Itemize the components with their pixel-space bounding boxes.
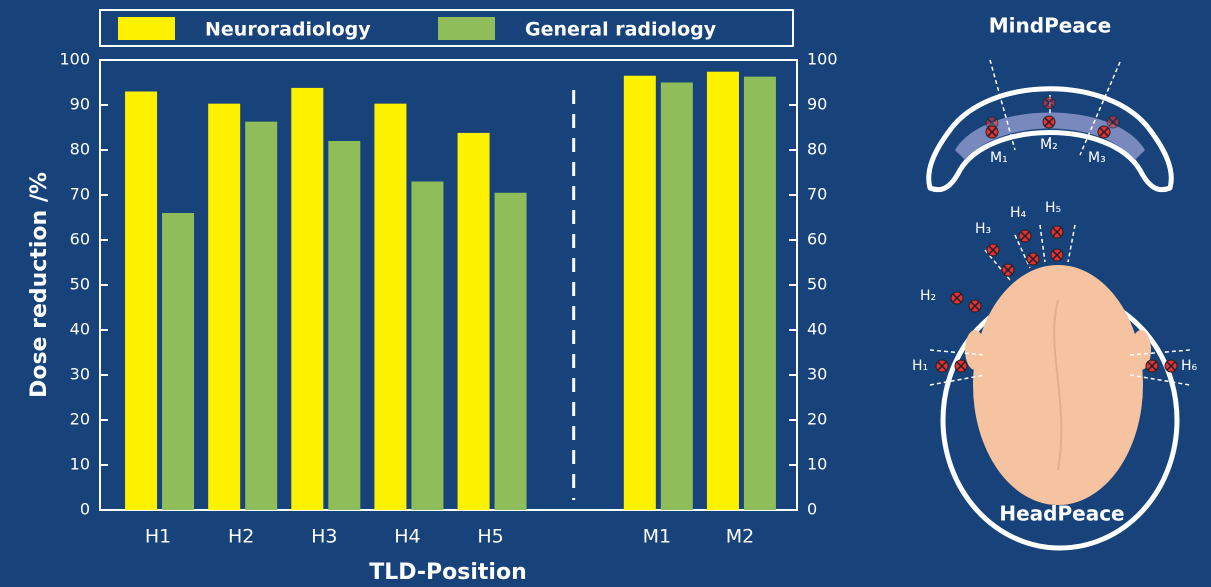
position-label: H₄ [1010,205,1027,221]
tld-marker [951,292,963,304]
bar [458,133,490,510]
y2-tick-label: 0 [807,500,817,519]
tld-marker [1043,116,1055,128]
tld-marker [1146,360,1158,372]
diagram-title: MindPeace [989,14,1111,38]
tld-marker [987,244,999,256]
mindpeace-diagram: MindPeace M₁ M₂ M₃ [929,14,1172,190]
tld-marker [1019,230,1031,242]
tld-marker [936,360,948,372]
y-tick-label: 60 [70,230,90,249]
bar [707,72,739,510]
tld-marker [1051,226,1063,238]
legend-swatch [118,17,175,40]
headpeace-diagram: H₁ H₂ H₃ H₄ H₅ H₆ HeadPeace [912,200,1198,548]
y-tick-label: 100 [59,50,90,69]
y-tick-label: 40 [70,320,90,339]
tld-marker [1027,253,1039,265]
legend-swatch [438,17,495,40]
y2-tick-label: 80 [807,140,827,159]
bar [245,122,277,510]
bar [374,104,406,510]
position-label: H₂ [920,288,936,304]
tld-marker [1098,126,1110,138]
y2-tick-label: 50 [807,275,827,294]
page: {"chart_data": {"type": "bar", "categori… [0,0,1211,587]
y-tick-label: 70 [70,185,90,204]
x-tick-label: M2 [726,526,754,548]
bar [495,193,527,510]
tld-marker [986,126,998,138]
x-tick-label: H3 [311,526,337,548]
tld-marker [955,360,967,372]
legend-label: General radiology [525,19,717,41]
bar [328,141,360,510]
tld-marker [1051,249,1063,261]
y-axis-label: Dose reduction /% [27,172,52,398]
y2-tick-label: 30 [807,365,827,384]
y2-tick-label: 10 [807,455,827,474]
y-tick-label: 30 [70,365,90,384]
y2-tick-label: 20 [807,410,827,429]
y2-tick-label: 70 [807,185,827,204]
y2-tick-label: 60 [807,230,827,249]
tld-marker [1165,360,1177,372]
x-axis-label: TLD-Position [369,560,527,585]
figure: Dose reduction /% TLD-Position MindPeace… [0,0,1211,587]
bar [291,88,323,510]
bar [744,77,776,510]
bar [411,182,443,511]
y-tick-label: 80 [70,140,90,159]
bar [125,92,157,511]
x-tick-label: H2 [228,526,254,548]
bar [624,76,656,510]
x-tick-label: H4 [394,526,420,548]
y-tick-label: 90 [70,95,90,114]
tld-marker [1107,116,1119,128]
y-tick-label: 20 [70,410,90,429]
y2-tick-label: 90 [807,95,827,114]
bar [661,83,693,511]
legend-label: Neuroradiology [205,19,371,41]
position-label: H₆ [1181,358,1198,374]
tld-marker [1043,97,1055,109]
position-label: M₂ [1040,137,1058,153]
position-label: H₅ [1045,200,1061,216]
tld-marker [969,300,981,312]
diagram-title: HeadPeace [999,502,1124,526]
position-label: H₃ [975,221,991,237]
y-tick-label: 50 [70,275,90,294]
y2-tick-label: 100 [807,50,838,69]
position-label: M₁ [990,150,1008,166]
x-tick-label: H5 [477,526,503,548]
y-tick-label: 0 [80,500,90,519]
bar [208,104,240,510]
position-label: H₁ [912,358,928,374]
x-tick-label: H1 [145,526,171,548]
y2-tick-label: 40 [807,320,827,339]
y-tick-label: 10 [70,455,90,474]
position-label: M₃ [1088,150,1106,166]
bar [162,213,194,510]
tld-marker [1002,264,1014,276]
x-tick-label: M1 [643,526,671,548]
